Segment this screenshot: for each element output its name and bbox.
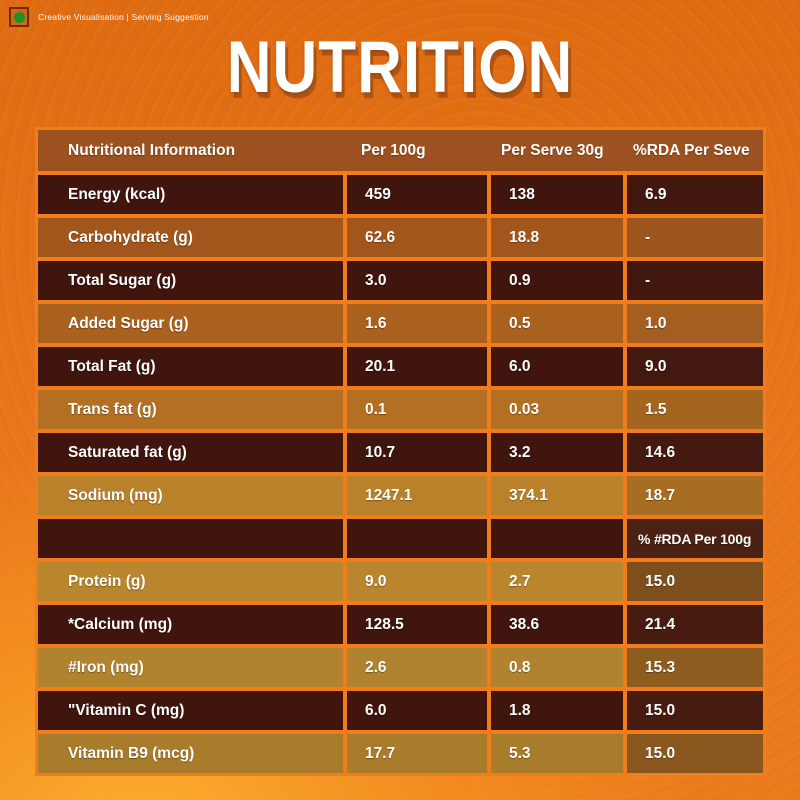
row-label bbox=[38, 519, 343, 558]
credit-text: Creative Visualisation | Serving Suggest… bbox=[38, 12, 209, 22]
table-row: Energy (kcal) 459 138 6.9 bbox=[38, 175, 763, 214]
value-per-serve: 0.9 bbox=[491, 261, 623, 300]
table-row: Carbohydrate (g) 62.6 18.8 - bbox=[38, 218, 763, 257]
value-rda: 18.7 bbox=[627, 476, 763, 515]
row-label: Energy (kcal) bbox=[38, 175, 343, 214]
value-per-100g: 10.7 bbox=[347, 433, 487, 472]
value-per-100g: 6.0 bbox=[347, 691, 487, 730]
value-rda: % #RDA Per 100g bbox=[627, 519, 763, 558]
nutrition-table: Nutritional Information Per 100g Per Ser… bbox=[35, 127, 766, 776]
row-label: Saturated fat (g) bbox=[38, 433, 343, 472]
row-label: "Vitamin C (mg) bbox=[38, 691, 343, 730]
value-per-100g: 128.5 bbox=[347, 605, 487, 644]
value-rda: 6.9 bbox=[627, 175, 763, 214]
value-per-100g bbox=[347, 519, 487, 558]
value-per-serve: 138 bbox=[491, 175, 623, 214]
value-per-serve: 6.0 bbox=[491, 347, 623, 386]
table-row: Trans fat (g) 0.1 0.03 1.5 bbox=[38, 390, 763, 429]
value-rda: 15.3 bbox=[627, 648, 763, 687]
table-row: Vitamin B9 (mcg) 17.7 5.3 15.0 bbox=[38, 734, 763, 773]
table-row: Total Fat (g) 20.1 6.0 9.0 bbox=[38, 347, 763, 386]
header-rda-per-serve: %RDA Per Seve bbox=[633, 141, 750, 159]
table-row: Saturated fat (g) 10.7 3.2 14.6 bbox=[38, 433, 763, 472]
row-label: Total Sugar (g) bbox=[38, 261, 343, 300]
value-per-serve: 0.5 bbox=[491, 304, 623, 343]
value-per-100g: 20.1 bbox=[347, 347, 487, 386]
table-header-row: Nutritional Information Per 100g Per Ser… bbox=[38, 130, 763, 171]
value-per-serve: 18.8 bbox=[491, 218, 623, 257]
header-per-serve-30g: Per Serve 30g bbox=[501, 141, 604, 159]
veg-mark-icon bbox=[9, 7, 29, 27]
table-row: Added Sugar (g) 1.6 0.5 1.0 bbox=[38, 304, 763, 343]
credit-strip: Creative Visualisation | Serving Suggest… bbox=[9, 7, 209, 27]
value-per-100g: 459 bbox=[347, 175, 487, 214]
row-label: *Calcium (mg) bbox=[38, 605, 343, 644]
value-rda: 15.0 bbox=[627, 562, 763, 601]
value-rda: 1.5 bbox=[627, 390, 763, 429]
value-rda: 9.0 bbox=[627, 347, 763, 386]
value-per-serve: 3.2 bbox=[491, 433, 623, 472]
value-rda: - bbox=[627, 218, 763, 257]
value-rda: 15.0 bbox=[627, 734, 763, 773]
row-label: Trans fat (g) bbox=[38, 390, 343, 429]
value-per-serve bbox=[491, 519, 623, 558]
row-label: Sodium (mg) bbox=[38, 476, 343, 515]
row-label: #Iron (mg) bbox=[38, 648, 343, 687]
table-row: #Iron (mg) 2.6 0.8 15.3 bbox=[38, 648, 763, 687]
table-row: Total Sugar (g) 3.0 0.9 - bbox=[38, 261, 763, 300]
value-per-100g: 9.0 bbox=[347, 562, 487, 601]
value-per-100g: 1247.1 bbox=[347, 476, 487, 515]
page-title: NUTRITION bbox=[226, 27, 574, 109]
value-per-100g: 3.0 bbox=[347, 261, 487, 300]
value-per-serve: 2.7 bbox=[491, 562, 623, 601]
row-label: Carbohydrate (g) bbox=[38, 218, 343, 257]
value-rda: 21.4 bbox=[627, 605, 763, 644]
value-rda: 14.6 bbox=[627, 433, 763, 472]
value-per-serve: 0.8 bbox=[491, 648, 623, 687]
row-label: Vitamin B9 (mcg) bbox=[38, 734, 343, 773]
value-rda: 15.0 bbox=[627, 691, 763, 730]
value-per-serve: 38.6 bbox=[491, 605, 623, 644]
table-row: "Vitamin C (mg) 6.0 1.8 15.0 bbox=[38, 691, 763, 730]
row-label: Total Fat (g) bbox=[38, 347, 343, 386]
value-rda: 1.0 bbox=[627, 304, 763, 343]
value-per-serve: 5.3 bbox=[491, 734, 623, 773]
table-row: *Calcium (mg) 128.5 38.6 21.4 bbox=[38, 605, 763, 644]
row-label: Protein (g) bbox=[38, 562, 343, 601]
value-per-100g: 2.6 bbox=[347, 648, 487, 687]
table-row: % #RDA Per 100g bbox=[38, 519, 763, 558]
value-per-serve: 0.03 bbox=[491, 390, 623, 429]
value-per-100g: 62.6 bbox=[347, 218, 487, 257]
table-row: Sodium (mg) 1247.1 374.1 18.7 bbox=[38, 476, 763, 515]
row-label: Added Sugar (g) bbox=[38, 304, 343, 343]
value-per-serve: 1.8 bbox=[491, 691, 623, 730]
veg-dot bbox=[13, 11, 25, 23]
header-nutritional-information: Nutritional Information bbox=[68, 141, 236, 159]
value-per-100g: 1.6 bbox=[347, 304, 487, 343]
header-per-100g: Per 100g bbox=[361, 141, 426, 159]
value-per-100g: 17.7 bbox=[347, 734, 487, 773]
value-rda: - bbox=[627, 261, 763, 300]
table-row: Protein (g) 9.0 2.7 15.0 bbox=[38, 562, 763, 601]
value-per-100g: 0.1 bbox=[347, 390, 487, 429]
value-per-serve: 374.1 bbox=[491, 476, 623, 515]
